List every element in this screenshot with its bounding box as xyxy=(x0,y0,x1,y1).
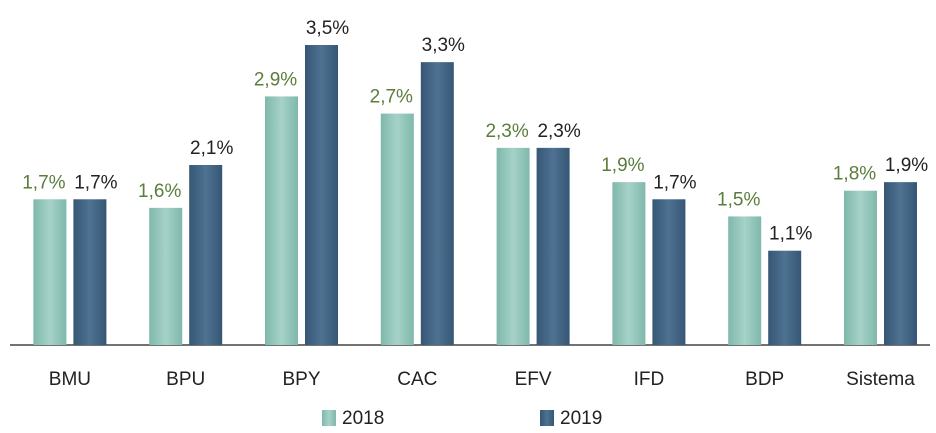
bar xyxy=(652,199,686,345)
data-label: 3,3% xyxy=(422,35,465,56)
bar xyxy=(612,182,646,345)
bar xyxy=(380,113,414,345)
x-tick-label: CAC xyxy=(397,369,437,390)
data-label: 2,7% xyxy=(370,87,413,108)
bar xyxy=(496,147,530,345)
bar xyxy=(305,45,338,345)
data-label: 1,1% xyxy=(769,224,812,245)
x-tick-label: IFD xyxy=(634,369,665,390)
data-label: 2,3% xyxy=(537,121,580,142)
x-tick-label: EFV xyxy=(515,369,552,390)
bar xyxy=(73,199,107,345)
data-label: 1,9% xyxy=(885,155,928,176)
bar xyxy=(33,199,67,345)
data-label: 1,6% xyxy=(138,181,181,202)
x-tick-label: BPY xyxy=(282,369,320,390)
x-tick-label: BMU xyxy=(49,369,91,390)
bar xyxy=(189,165,223,345)
bar xyxy=(265,96,298,345)
data-label: 1,9% xyxy=(601,155,644,176)
x-tick-label: BDP xyxy=(745,369,784,390)
data-label: 1,7% xyxy=(22,172,65,193)
bar xyxy=(768,250,802,345)
legend-label: 2018 xyxy=(342,408,384,428)
legend-swatch xyxy=(540,410,554,426)
bar xyxy=(536,147,570,345)
data-label: 1,8% xyxy=(833,164,876,185)
bar xyxy=(728,216,762,345)
bar xyxy=(420,62,454,346)
data-label: 2,1% xyxy=(190,138,233,159)
data-label: 1,7% xyxy=(74,172,117,193)
bar xyxy=(844,190,877,345)
x-tick-label: BPU xyxy=(166,369,205,390)
bar xyxy=(884,182,917,345)
x-tick-label: Sistema xyxy=(846,369,915,390)
data-label: 2,3% xyxy=(485,121,528,142)
legend-swatch xyxy=(322,410,336,426)
bar xyxy=(149,207,183,345)
legend-label: 2019 xyxy=(560,408,602,428)
data-label: 2,9% xyxy=(254,69,297,90)
data-label: 3,5% xyxy=(306,18,349,39)
data-label: 1,7% xyxy=(653,172,696,193)
data-label: 1,5% xyxy=(717,189,760,210)
